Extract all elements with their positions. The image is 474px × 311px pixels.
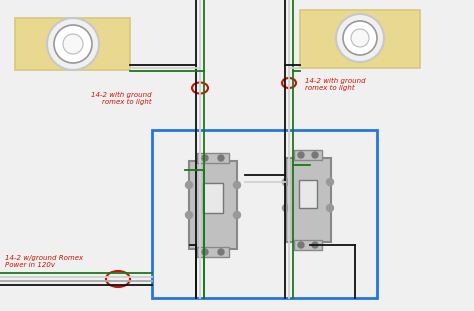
- Circle shape: [185, 182, 192, 188]
- Circle shape: [63, 34, 83, 54]
- Circle shape: [327, 179, 334, 185]
- Circle shape: [54, 25, 92, 63]
- Circle shape: [312, 152, 318, 158]
- Bar: [189, 161, 237, 249]
- Circle shape: [234, 182, 240, 188]
- Bar: [203, 183, 223, 213]
- Text: 14-2 with ground
romex to light: 14-2 with ground romex to light: [305, 78, 365, 91]
- Bar: [286, 158, 331, 242]
- Bar: [197, 153, 229, 163]
- Bar: [294, 150, 322, 160]
- Circle shape: [343, 21, 377, 55]
- Circle shape: [298, 152, 304, 158]
- Circle shape: [185, 211, 192, 219]
- Circle shape: [202, 249, 208, 255]
- Text: 14-2 with ground
romex to light: 14-2 with ground romex to light: [91, 92, 152, 105]
- Circle shape: [336, 14, 384, 62]
- Circle shape: [327, 205, 334, 211]
- Bar: [15, 18, 130, 70]
- Bar: [299, 180, 317, 208]
- Circle shape: [283, 205, 290, 211]
- Bar: [197, 247, 229, 257]
- Circle shape: [47, 18, 99, 70]
- Circle shape: [298, 242, 304, 248]
- Circle shape: [312, 242, 318, 248]
- Bar: [300, 10, 420, 68]
- Circle shape: [234, 211, 240, 219]
- Text: 14-2 w/ground Romex
Power in 120v: 14-2 w/ground Romex Power in 120v: [5, 255, 83, 268]
- Bar: [152, 130, 377, 298]
- Circle shape: [351, 29, 369, 47]
- Circle shape: [202, 155, 208, 161]
- Circle shape: [218, 155, 224, 161]
- Circle shape: [218, 249, 224, 255]
- Circle shape: [283, 179, 290, 185]
- Bar: [294, 240, 322, 250]
